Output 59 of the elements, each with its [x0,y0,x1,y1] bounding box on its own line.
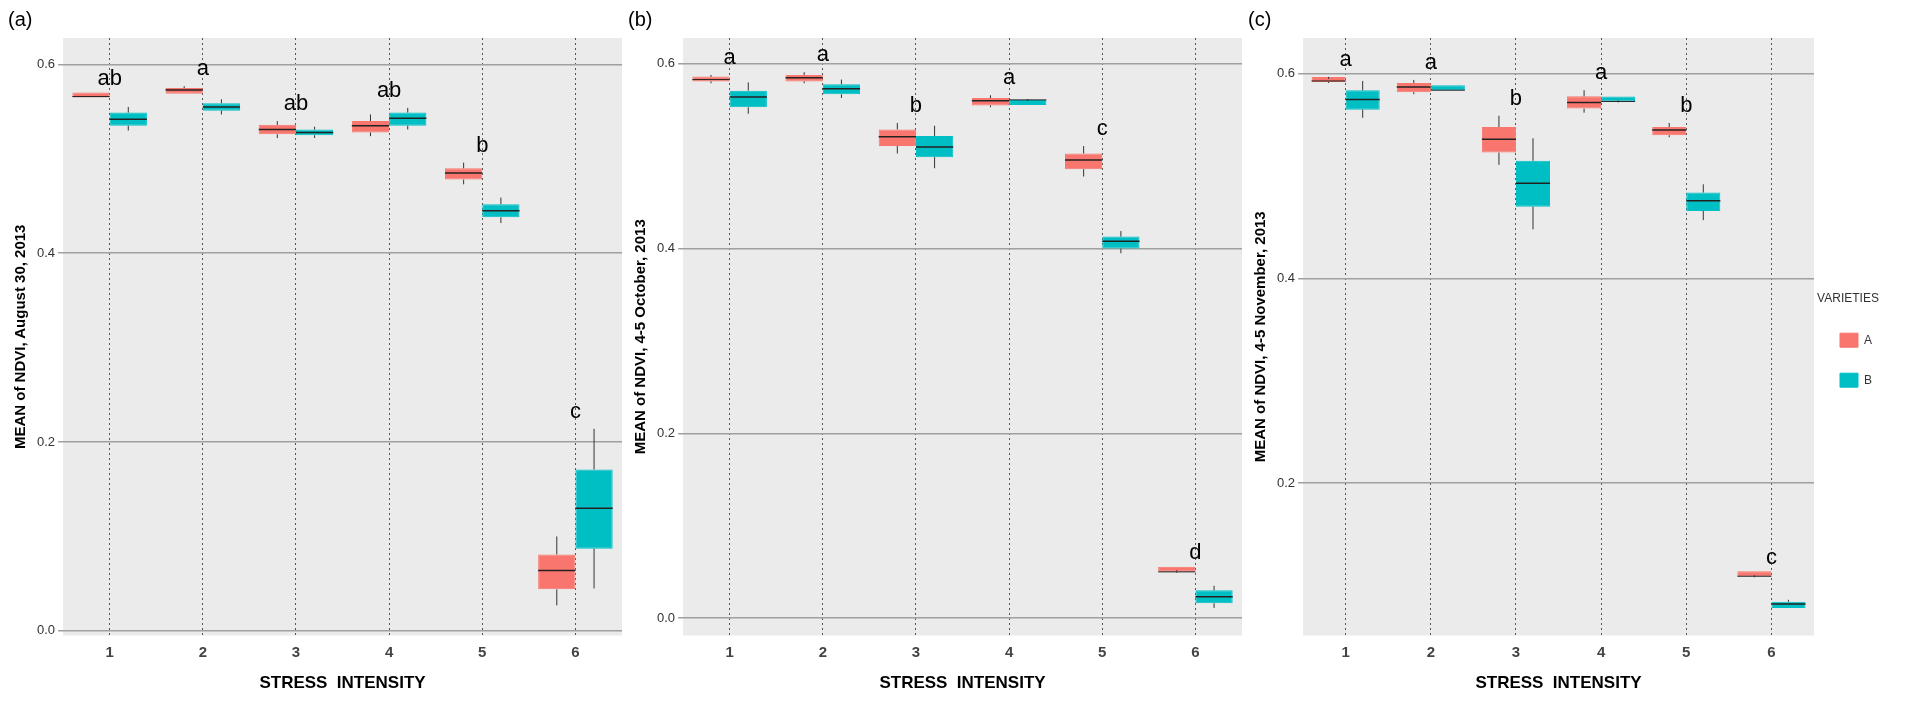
annotation: a [196,55,210,81]
x-axis-title: STRESS INTENSITY [1475,673,1643,693]
x-axis-title: STRESS INTENSITY [879,673,1047,693]
x-tick-label: 5 [1098,642,1107,660]
x-axis-title: STRESS INTENSITY [259,673,427,693]
y-tick-label: 0.2 [656,424,676,440]
y-tick-label: 0.6 [656,55,676,71]
x-tick-label: 3 [911,642,921,660]
y-tick-label: 0.2 [1276,474,1296,490]
annotation: a [1339,45,1353,71]
y-tick-label: 0.6 [1276,65,1296,81]
x-tick-label: 1 [1341,642,1350,660]
annotation: c [1765,544,1777,570]
x-tick-label: 4 [384,642,394,660]
annotation: ab [283,90,309,116]
annotation: a [723,44,737,70]
annotation: a [816,41,830,67]
annotation: a [1002,64,1016,90]
y-tick-label: 0.0 [656,609,676,625]
x-tick-label: 2 [1426,642,1435,660]
x-tick-label: 5 [478,642,487,660]
y-tick-label: 0.4 [656,240,676,256]
chart-title: (b) [628,7,653,30]
x-tick-label: 3 [1511,642,1521,660]
y-tick-label: 0.2 [36,433,56,449]
annotation: d [1189,539,1202,565]
annotation: c [569,397,581,423]
x-tick-label: 4 [1004,642,1014,660]
x-tick-label: 4 [1596,642,1606,660]
y-axis-title: MEAN of NDVI, 4-5 October, 2013 [631,219,649,455]
y-tick-label: 0.0 [36,622,56,638]
chart-title: (c) [1248,7,1272,30]
x-tick-label: 6 [1767,642,1776,660]
annotation: b [1680,92,1693,117]
y-axis-title: MEAN of NDVI, 4-5 November, 2013 [1251,211,1269,463]
y-tick-label: 0.4 [1276,270,1296,286]
legend-label: B [1864,372,1873,387]
annotation: b [1509,84,1523,110]
annotation: ab [97,64,122,90]
annotation: c [1096,115,1108,141]
y-axis-title: MEAN of NDVI, August 30, 2013 [11,224,29,450]
y-tick-label: 0.4 [36,244,56,260]
chart-title: (a) [8,7,33,30]
annotation: b [476,131,489,157]
legend-label: A [1864,332,1873,347]
annotation: a [1424,49,1438,75]
annotation: a [1594,59,1608,85]
x-tick-label: 1 [105,642,114,660]
annotation: b [909,92,923,118]
x-tick-label: 2 [198,642,207,660]
x-tick-label: 6 [1191,642,1200,660]
x-tick-label: 1 [725,642,734,660]
x-tick-label: 2 [818,642,827,660]
y-tick-label: 0.6 [36,56,56,72]
annotation: ab [376,76,402,102]
legend-title: VARIETIES [1817,291,1879,306]
x-tick-label: 6 [571,642,580,660]
x-tick-label: 5 [1682,642,1691,660]
x-tick-label: 3 [291,642,301,660]
